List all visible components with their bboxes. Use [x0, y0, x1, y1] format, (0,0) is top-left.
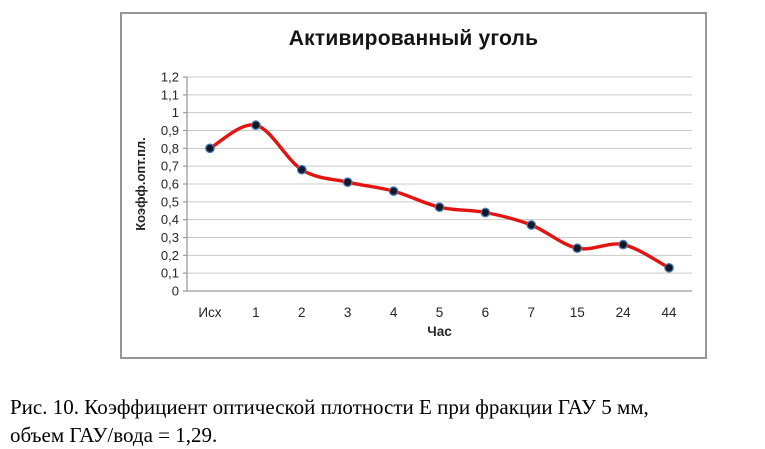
- x-axis-title: Час: [427, 324, 452, 339]
- y-tick-label: 1,1: [161, 87, 179, 102]
- x-tick-label: 3: [344, 305, 352, 320]
- data-point-marker: [205, 143, 215, 154]
- figure-caption-line2: объем ГАУ/вода = 1,29.: [10, 423, 218, 447]
- data-point-marker: [572, 243, 583, 254]
- data-point-marker: [388, 186, 399, 196]
- x-tick-label: 7: [528, 305, 536, 320]
- y-tick-label: 0,8: [161, 141, 179, 156]
- x-tick-label: 5: [436, 305, 444, 320]
- data-point-marker: [618, 239, 628, 250]
- y-axis-title: Коэфф.опт.пл.: [133, 137, 148, 231]
- x-tick-label: Исх: [198, 305, 221, 320]
- data-point-marker: [434, 202, 445, 213]
- x-tick-label: 15: [570, 305, 585, 320]
- series-line: [208, 123, 671, 270]
- data-point-marker: [296, 164, 307, 175]
- x-tick-label: 24: [616, 305, 632, 320]
- y-tick-label: 0,3: [161, 230, 179, 245]
- figure-caption-line1: Рис. 10. Коэффициент оптической плотност…: [10, 395, 649, 419]
- data-point-marker: [664, 262, 674, 273]
- x-tick-label: 1: [252, 305, 260, 320]
- chart-svg: 0 0,1 0,2 0,3 0,4 0,5 0,6 0,7 0,8 0,9 1 1,1 1,2 Исх 1 2…: [133, 70, 692, 339]
- x-tick-label: 44: [662, 305, 678, 320]
- y-tick-label: 0,4: [161, 212, 179, 227]
- chart-frame: Активированный уголь 0 0,1 0,2 0,3 0,4 0,5 0,6…: [120, 12, 707, 359]
- data-point-marker: [480, 207, 491, 218]
- x-tick-label: 2: [298, 305, 306, 320]
- y-tick-label: 0,2: [161, 248, 179, 263]
- y-tick-label: 0,1: [161, 266, 179, 281]
- data-point-marker: [251, 120, 261, 131]
- y-tick-label: 0,7: [161, 159, 179, 174]
- x-tick-label: 6: [482, 305, 490, 320]
- figure-caption: Рис. 10. Коэффициент оптической плотност…: [10, 393, 758, 449]
- chart-title: Активированный уголь: [288, 27, 539, 50]
- data-point-marker: [342, 177, 353, 188]
- data-point-marker: [526, 220, 537, 230]
- y-tick-label: 1,2: [161, 70, 179, 85]
- y-tick-label: 1: [172, 105, 179, 120]
- x-tick-label: 4: [390, 305, 398, 320]
- y-tick-label: 0,6: [161, 177, 179, 192]
- y-tick-label: 0: [172, 284, 179, 299]
- y-tick-label: 0,9: [161, 123, 179, 138]
- y-tick-label: 0,5: [161, 194, 179, 209]
